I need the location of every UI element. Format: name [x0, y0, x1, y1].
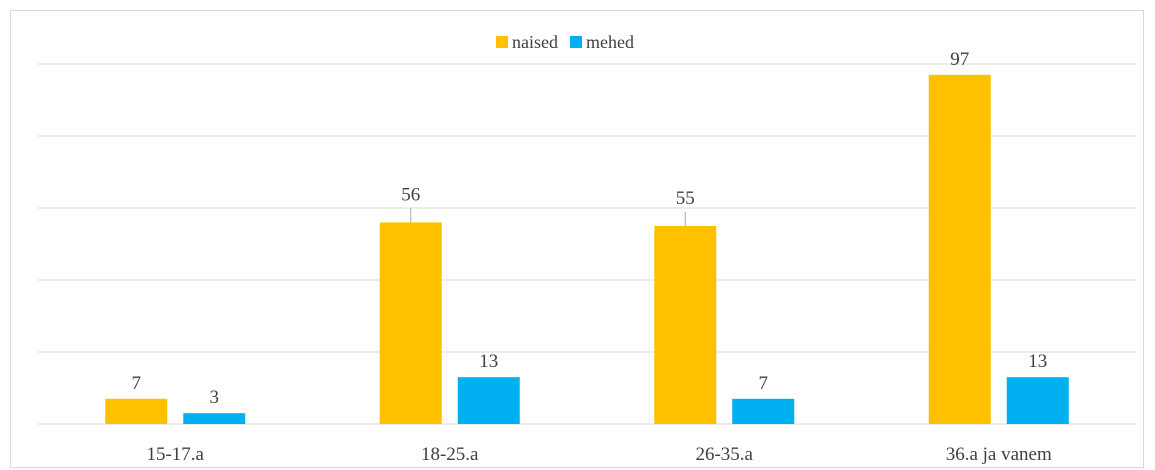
bars [105, 74, 1069, 425]
legend-swatch-naised [496, 36, 508, 48]
x-axis: 15-17.a 18-25.a 26-35.a 36.a ja vanem [146, 444, 1051, 465]
data-label-mehed-3: 7 [759, 373, 769, 394]
data-label-naised-2: 56 [401, 184, 420, 205]
x-tick-label: 15-17.a [146, 444, 204, 465]
data-labels: 7 3 56 13 55 7 97 13 [132, 49, 1048, 408]
bar-naised-4 [928, 74, 991, 425]
legend-label-naised: naised [512, 32, 558, 52]
data-label-mehed-1: 3 [210, 387, 220, 408]
data-label-naised-3: 55 [676, 188, 695, 209]
legend-label-mehed: mehed [586, 32, 634, 52]
legend-swatch-mehed [569, 36, 582, 48]
legend: naised mehed [496, 32, 634, 52]
x-tick-label: 26-35.a [695, 444, 753, 465]
bar-mehed-3 [732, 398, 795, 424]
bar-naised-1 [105, 398, 168, 424]
x-tick-label: 36.a ja vanem [946, 444, 1052, 465]
leader-lines [410, 208, 686, 226]
data-label-naised-4: 97 [950, 49, 969, 70]
data-label-mehed-4: 13 [1028, 351, 1047, 372]
data-label-naised-1: 7 [132, 373, 142, 394]
bar-mehed-1 [183, 413, 246, 424]
bar-naised-3 [654, 226, 717, 424]
bar-naised-2 [379, 222, 442, 424]
bar-mehed-2 [457, 377, 520, 424]
data-label-mehed-2: 13 [479, 351, 498, 372]
bar-mehed-4 [1006, 377, 1069, 424]
x-tick-label: 18-25.a [421, 444, 479, 465]
